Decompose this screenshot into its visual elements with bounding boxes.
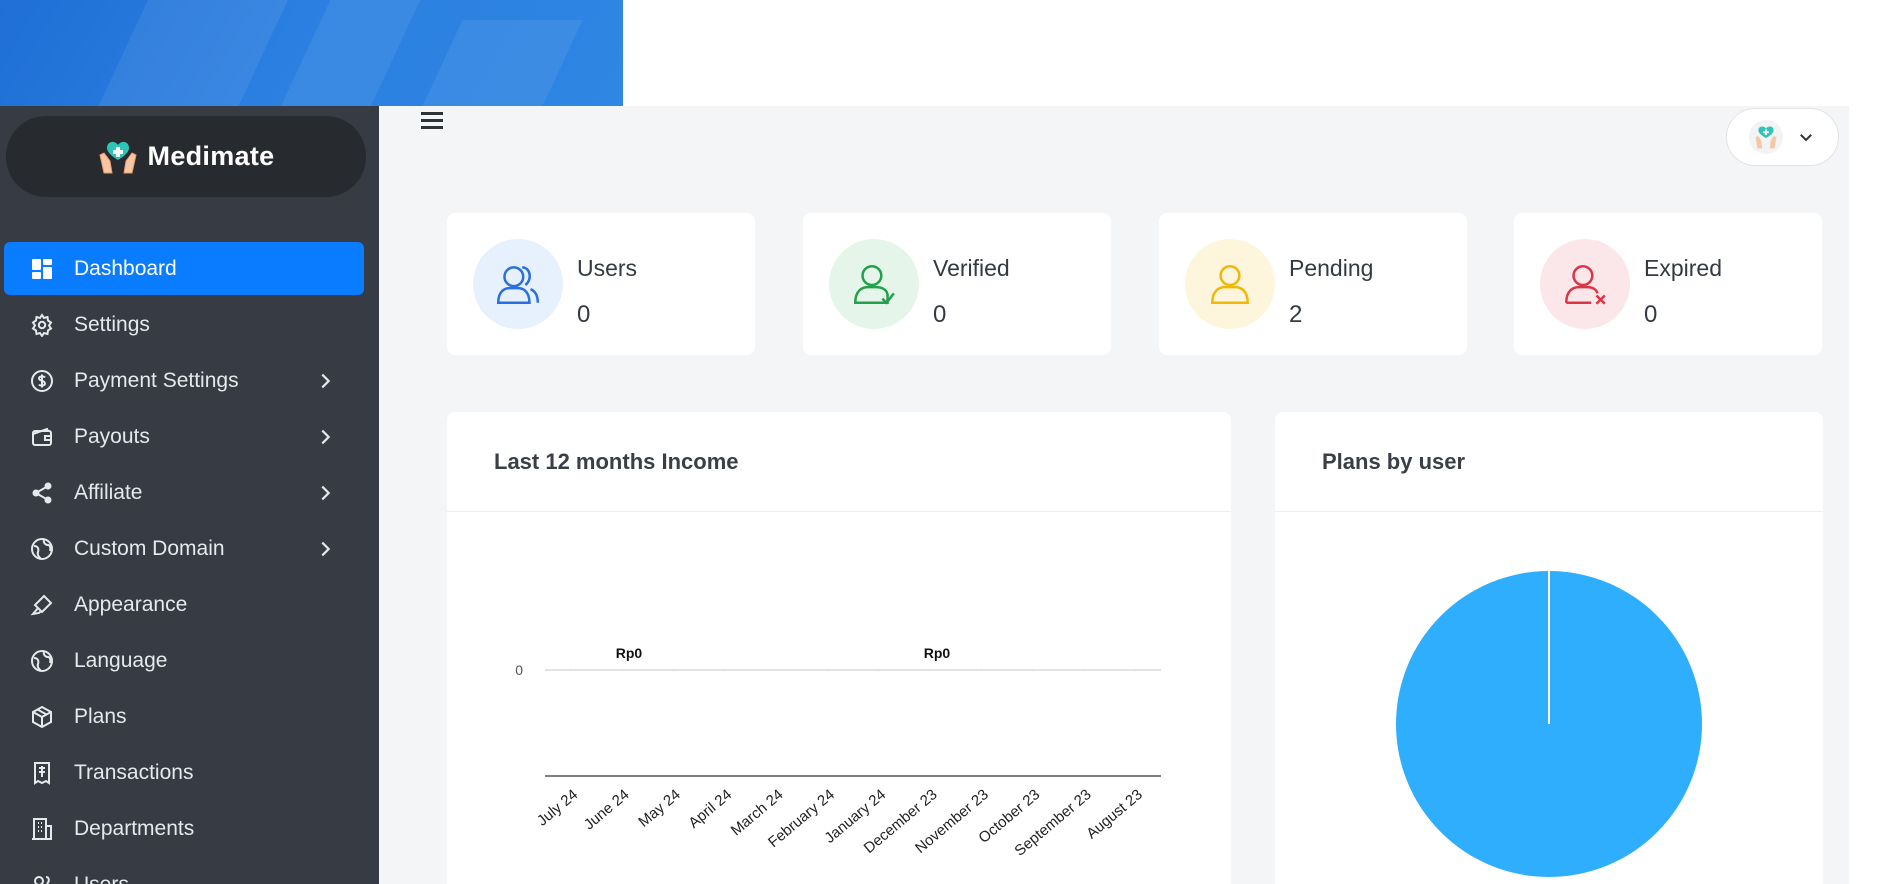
avatar xyxy=(1748,119,1784,155)
data-point xyxy=(1134,669,1137,671)
share-icon xyxy=(28,479,56,507)
stat-value: 0 xyxy=(1644,301,1658,328)
main-content: Users 0 Verified 0 Pending 2 xyxy=(379,106,1849,884)
stat-card-users: Users 0 xyxy=(447,213,755,355)
building-icon xyxy=(28,815,56,843)
sidebar-item-label: Transactions xyxy=(74,760,194,784)
data-point xyxy=(980,669,983,671)
data-label: Rp0 xyxy=(924,645,951,661)
data-point xyxy=(877,669,880,671)
stat-label: Pending xyxy=(1289,255,1374,281)
stat-card-pending: Pending 2 xyxy=(1159,213,1467,355)
user-x-icon xyxy=(1565,265,1606,305)
income-panel-title: Last 12 months Income xyxy=(494,448,739,474)
chevron-right-icon xyxy=(321,541,331,557)
sidebar-item-label: Departments xyxy=(74,816,195,840)
globe-icon xyxy=(28,647,56,675)
sidebar: Medimate Dashboard Settings Payment Sett… xyxy=(0,106,379,884)
stat-label: Users xyxy=(577,255,638,281)
sidebar-item-payment-settings[interactable]: Payment Settings xyxy=(4,354,364,407)
stat-card-verified: Verified 0 xyxy=(803,213,1111,355)
brand-logo[interactable]: Medimate xyxy=(6,116,366,197)
plans-panel-title: Plans by user xyxy=(1322,448,1466,474)
y-tick-label: 0 xyxy=(515,662,523,678)
data-point xyxy=(775,669,777,671)
x-tick-label: April 24 xyxy=(685,786,735,832)
user-icon xyxy=(1211,265,1249,304)
data-point xyxy=(569,669,572,671)
data-label: Rp0 xyxy=(616,645,643,661)
sidebar-item-label: Custom Domain xyxy=(74,536,225,560)
sidebar-item-label: Settings xyxy=(74,312,150,336)
stat-icon-circle xyxy=(829,239,919,329)
gear-icon xyxy=(28,311,56,339)
sidebar-nav: Dashboard Settings Payment Settings Pa xyxy=(4,242,364,884)
sidebar-item-label: Dashboard xyxy=(74,256,177,280)
sidebar-item-language[interactable]: Language xyxy=(4,634,364,687)
sidebar-item-label: Language xyxy=(74,648,168,672)
receipt-icon xyxy=(28,759,56,787)
x-tick-label: June 24 xyxy=(581,786,633,833)
data-point xyxy=(1031,669,1034,671)
sidebar-item-transactions[interactable]: Transactions xyxy=(4,746,364,799)
sidebar-item-custom-domain[interactable]: Custom Domain xyxy=(4,522,364,575)
chevron-right-icon xyxy=(321,485,331,501)
sidebar-item-label: Appearance xyxy=(74,592,188,616)
sidebar-item-payouts[interactable]: Payouts xyxy=(4,410,364,463)
user-check-icon xyxy=(853,265,895,305)
data-point xyxy=(621,669,623,671)
data-point xyxy=(1083,669,1085,671)
sidebar-item-plans[interactable]: Plans xyxy=(4,690,364,743)
sidebar-item-affiliate[interactable]: Affiliate xyxy=(4,466,364,519)
stat-value: 0 xyxy=(933,301,947,328)
stat-label: Verified xyxy=(933,255,1010,281)
stat-value: 2 xyxy=(1289,301,1303,328)
wallet-icon xyxy=(28,423,56,451)
users-icon xyxy=(496,266,540,304)
logo-icon xyxy=(98,141,137,173)
x-tick-label: May 24 xyxy=(635,786,684,831)
chevron-down-icon xyxy=(1800,134,1812,142)
plans-panel-header: Plans by user xyxy=(1275,412,1823,512)
user-menu-button[interactable] xyxy=(1726,108,1839,166)
dollar-circle-icon xyxy=(28,367,56,395)
stat-card-expired: Expired 0 xyxy=(1514,213,1822,355)
brush-icon xyxy=(28,591,56,619)
data-point xyxy=(929,669,931,671)
globe-icon xyxy=(28,535,56,563)
sidebar-item-label: Payouts xyxy=(74,424,150,448)
box-icon xyxy=(28,703,56,731)
income-panel-header: Last 12 months Income xyxy=(447,412,1231,512)
sidebar-item-label: Payment Settings xyxy=(74,368,239,392)
sidebar-item-settings[interactable]: Settings xyxy=(4,298,364,351)
stat-icon-circle xyxy=(1185,239,1275,329)
plans-panel: Plans by user xyxy=(1275,412,1823,884)
chevron-right-icon xyxy=(321,373,331,389)
x-tick-label: August 23 xyxy=(1083,786,1146,842)
menu-toggle-icon[interactable] xyxy=(421,112,445,136)
chevron-right-icon xyxy=(321,429,331,445)
income-panel: Last 12 months Income 0 Rp0 Rp0 July 24 June… xyxy=(447,412,1231,884)
stat-icon-circle xyxy=(473,239,563,329)
data-point xyxy=(672,669,675,671)
x-tick-label: July 24 xyxy=(534,786,581,830)
sidebar-item-dashboard[interactable]: Dashboard xyxy=(4,242,364,295)
sidebar-item-label: Users xyxy=(74,872,129,884)
users-icon xyxy=(28,871,56,884)
sidebar-item-appearance[interactable]: Appearance xyxy=(4,578,364,631)
data-point xyxy=(723,669,726,671)
data-point xyxy=(826,669,829,671)
plans-pie-chart xyxy=(1396,571,1702,877)
top-banner xyxy=(0,0,623,106)
sidebar-item-users[interactable]: Users xyxy=(4,858,364,884)
dashboard-icon xyxy=(28,255,56,283)
sidebar-item-label: Plans xyxy=(74,704,127,728)
stat-icon-circle xyxy=(1540,239,1630,329)
stat-label: Expired xyxy=(1644,255,1722,281)
stat-value: 0 xyxy=(577,301,591,328)
brand-name: Medimate xyxy=(147,141,275,171)
sidebar-item-label: Affiliate xyxy=(74,480,143,504)
sidebar-item-departments[interactable]: Departments xyxy=(4,802,364,855)
